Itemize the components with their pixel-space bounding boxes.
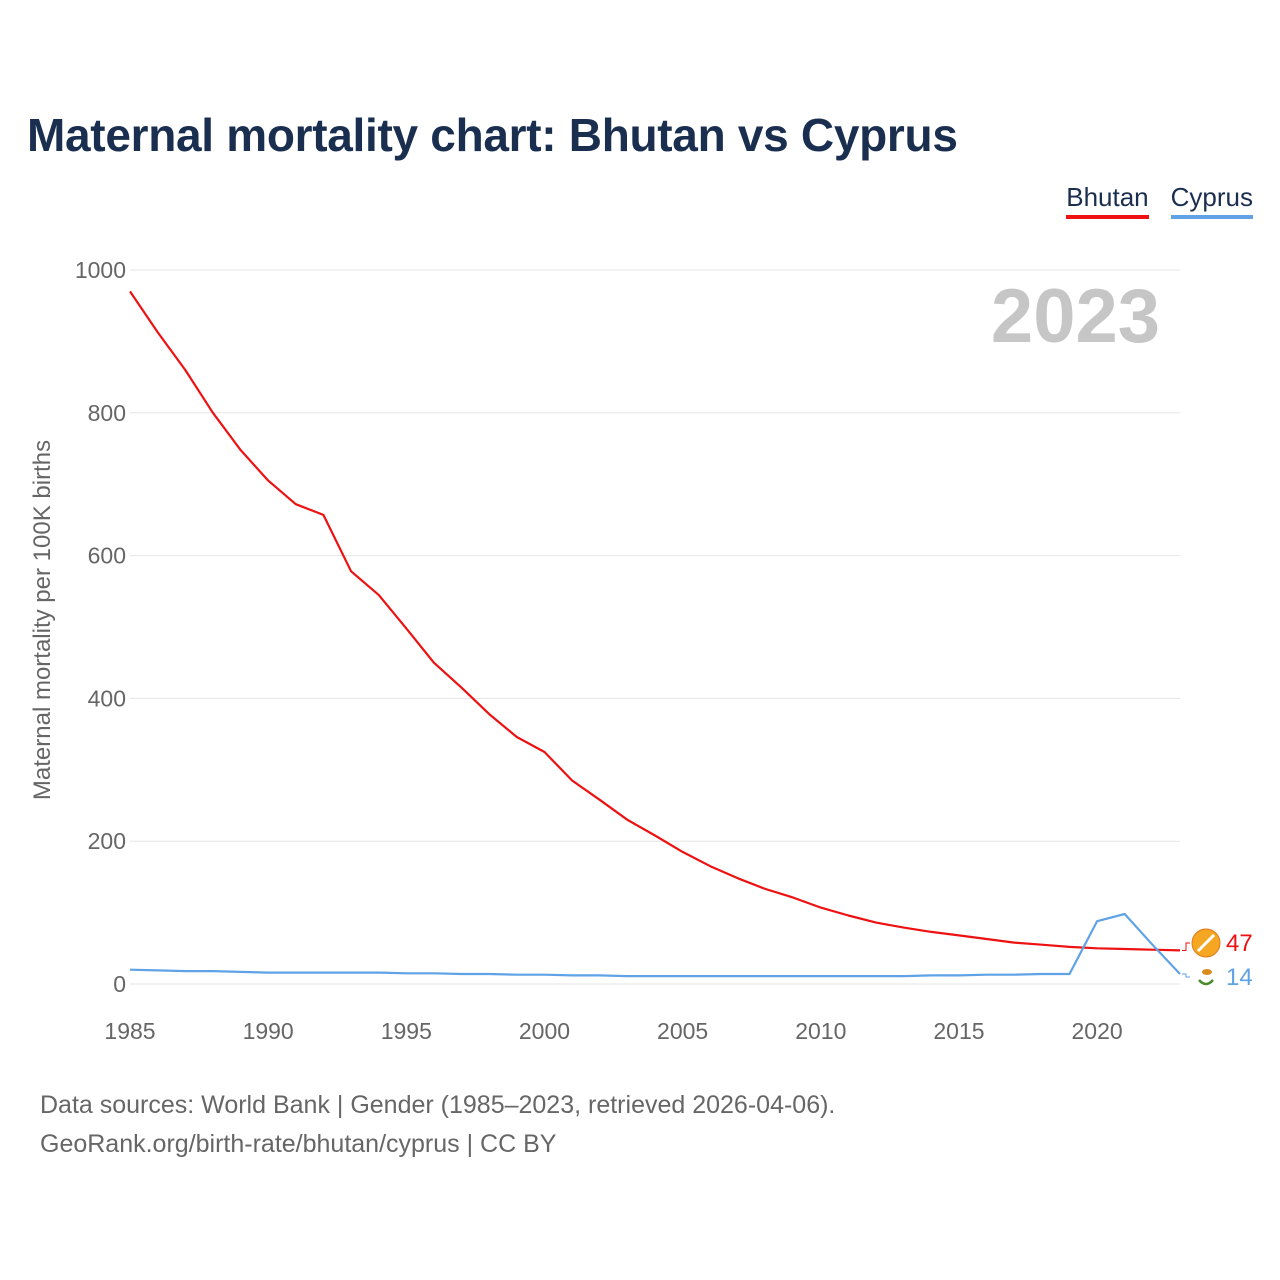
legend: Bhutan Cyprus bbox=[1066, 182, 1253, 219]
source-note: Data sources: World Bank | Gender (1985–… bbox=[40, 1086, 835, 1164]
end-connector-cyprus bbox=[1182, 973, 1190, 978]
series-line-cyprus bbox=[129, 912, 1181, 978]
y-axis-ticks: 0 200 400 600 800 1000 bbox=[75, 257, 126, 997]
source-line-1: Data sources: World Bank | Gender (1985–… bbox=[40, 1091, 836, 1119]
end-connector-bhutan bbox=[1182, 942, 1190, 951]
y-tick-1000: 1000 bbox=[75, 257, 126, 283]
y-tick-400: 400 bbox=[88, 685, 126, 711]
x-tick-2010: 2010 bbox=[795, 1018, 846, 1044]
bhutan-flag-icon bbox=[1191, 928, 1221, 958]
series-line-bhutan bbox=[129, 290, 1181, 952]
x-tick-1995: 1995 bbox=[381, 1018, 432, 1044]
y-tick-0: 0 bbox=[113, 971, 126, 997]
x-tick-2000: 2000 bbox=[519, 1018, 570, 1044]
x-tick-1985: 1985 bbox=[104, 1018, 155, 1044]
legend-item-cyprus[interactable]: Cyprus bbox=[1170, 182, 1253, 219]
cyprus-flag-icon bbox=[1192, 963, 1220, 991]
y-tick-800: 800 bbox=[88, 400, 126, 426]
chart-title: Maternal mortality chart: Bhutan vs Cypr… bbox=[27, 109, 958, 161]
gridlines bbox=[130, 269, 1180, 985]
y-axis-label: Maternal mortality per 100K births bbox=[29, 440, 56, 800]
x-tick-2015: 2015 bbox=[933, 1018, 984, 1044]
end-value-cyprus: 14 bbox=[1226, 964, 1253, 991]
x-tick-1990: 1990 bbox=[243, 1018, 294, 1044]
y-tick-200: 200 bbox=[88, 828, 126, 854]
x-tick-2020: 2020 bbox=[1072, 1018, 1123, 1044]
legend-item-bhutan[interactable]: Bhutan bbox=[1066, 182, 1149, 219]
source-line-2: GeoRank.org/birth-rate/bhutan/cyprus | C… bbox=[40, 1130, 557, 1158]
y-tick-600: 600 bbox=[88, 543, 126, 569]
end-value-bhutan: 47 bbox=[1226, 930, 1253, 957]
x-axis-ticks: 1985 1990 1995 2000 2005 2010 2015 2020 bbox=[104, 1018, 1122, 1044]
line-chart: 0 200 400 600 800 1000 1985 1990 1995 2000 2005 20… bbox=[29, 257, 1253, 1044]
year-label: 2023 bbox=[991, 274, 1160, 359]
x-tick-2005: 2005 bbox=[657, 1018, 708, 1044]
series-lines bbox=[129, 290, 1181, 978]
